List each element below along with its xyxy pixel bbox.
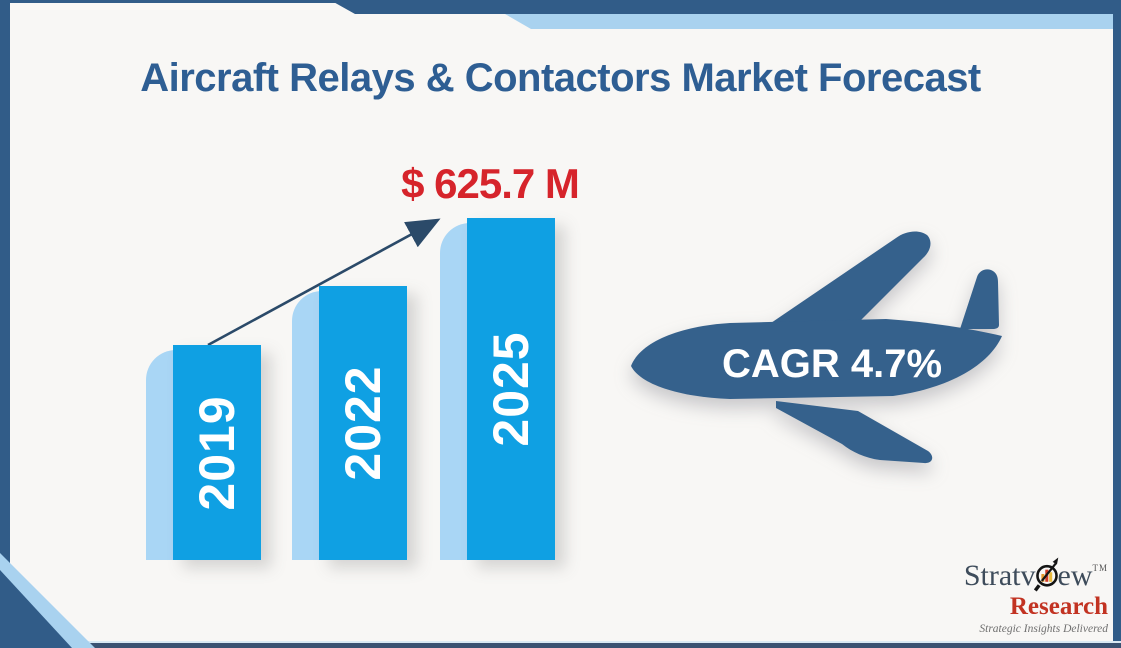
brand-name-pre: Stratv <box>963 559 1036 592</box>
airplane-icon: CAGR 4.7% <box>631 231 1002 464</box>
bar-2022-face: 2022 <box>319 286 407 560</box>
brand-logo: Stratv ewTM Research Strategic Insights … <box>923 551 1108 635</box>
frame-border-right <box>1113 0 1121 648</box>
cagr-label: CAGR 4.7% <box>722 342 942 386</box>
bar-2025-face: 2025 <box>467 218 555 560</box>
frame-border-left <box>0 0 10 648</box>
brand-tagline: Strategic Insights Delivered <box>979 623 1108 635</box>
page-title: Aircraft Relays & Contactors Market Fore… <box>140 56 981 100</box>
bar-label-2022: 2022 <box>335 365 391 481</box>
brand-subname: Research <box>1009 593 1108 620</box>
brand-name: Stratv ewTM <box>923 551 1108 593</box>
bar-2019: 2019 <box>146 345 261 560</box>
bar-label-2019: 2019 <box>189 394 245 511</box>
value-label-2025: $ 625.7 M <box>401 160 580 207</box>
bar-label-2025: 2025 <box>483 331 539 447</box>
frame-border-bottom <box>0 643 1121 648</box>
frame-border-top <box>0 0 1121 3</box>
trademark-symbol: TM <box>1092 563 1108 573</box>
frame-border-bottom-accent <box>0 641 1121 643</box>
bar-2022: 2022 <box>292 286 407 560</box>
brand-name-post: ew <box>1057 559 1093 592</box>
top-ribbon-light <box>505 14 1121 29</box>
corner-decoration <box>0 553 95 648</box>
growth-arrow-icon <box>207 218 441 347</box>
bar-2019-face: 2019 <box>173 345 261 560</box>
bar-2025: 2025 <box>440 218 555 560</box>
magnifier-icon <box>1033 557 1058 592</box>
top-ribbon-dark <box>330 0 1121 14</box>
